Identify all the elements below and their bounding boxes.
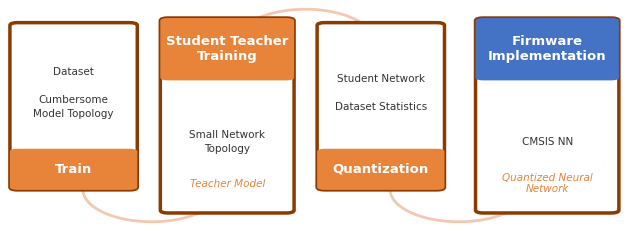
Bar bbox=[324, 152, 436, 169]
FancyBboxPatch shape bbox=[317, 149, 444, 190]
Text: CMSIS NN: CMSIS NN bbox=[522, 137, 573, 147]
FancyBboxPatch shape bbox=[476, 18, 619, 80]
Text: Dataset

Cumbersome
Model Topology: Dataset Cumbersome Model Topology bbox=[33, 67, 114, 119]
FancyBboxPatch shape bbox=[160, 18, 294, 213]
Text: Firmware
Implementation: Firmware Implementation bbox=[488, 35, 607, 63]
Text: Quantized Neural
Network: Quantized Neural Network bbox=[502, 173, 593, 195]
FancyBboxPatch shape bbox=[10, 23, 138, 190]
FancyBboxPatch shape bbox=[317, 23, 444, 190]
Text: Quantization: Quantization bbox=[333, 163, 429, 176]
Text: Small Network
Topology: Small Network Topology bbox=[189, 130, 265, 154]
Text: Train: Train bbox=[55, 163, 92, 176]
FancyBboxPatch shape bbox=[160, 18, 294, 80]
Bar bbox=[18, 152, 130, 169]
Bar bbox=[168, 49, 287, 78]
FancyBboxPatch shape bbox=[10, 149, 138, 190]
FancyBboxPatch shape bbox=[476, 18, 619, 213]
Bar bbox=[483, 49, 611, 78]
Text: Student Teacher
Training: Student Teacher Training bbox=[166, 35, 289, 63]
Text: Teacher Model: Teacher Model bbox=[189, 179, 265, 189]
Text: Student Network

Dataset Statistics: Student Network Dataset Statistics bbox=[335, 74, 427, 112]
